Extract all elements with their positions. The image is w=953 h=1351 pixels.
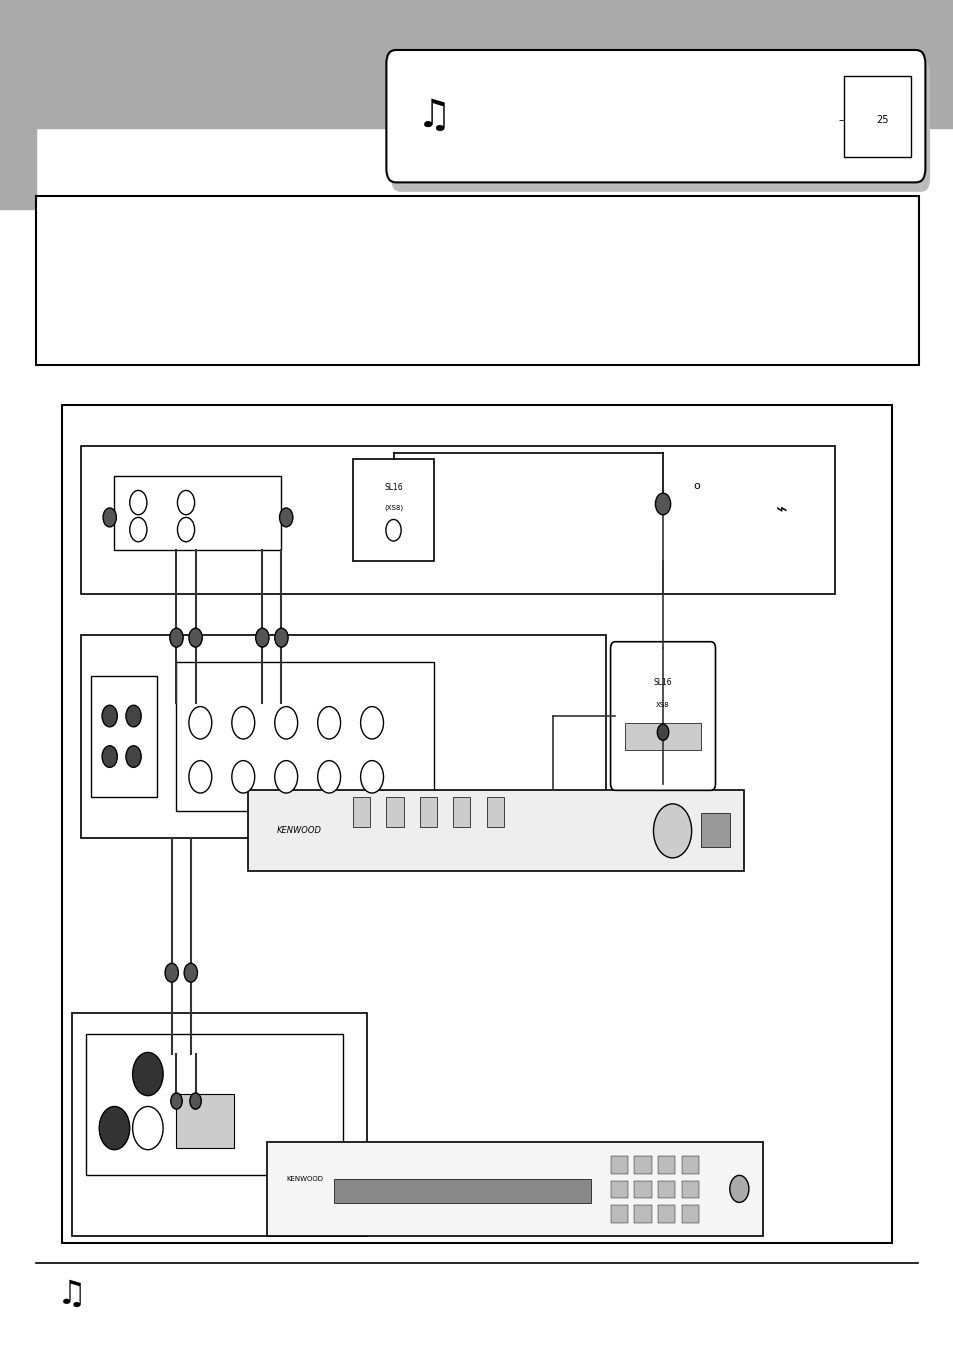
Bar bbox=[634, 1156, 651, 1174]
Bar bbox=[486, 797, 503, 827]
Circle shape bbox=[130, 517, 147, 542]
Bar bbox=[0, 88, 36, 209]
FancyBboxPatch shape bbox=[391, 59, 929, 192]
Circle shape bbox=[170, 628, 183, 647]
Bar bbox=[700, 813, 729, 847]
Text: ♫: ♫ bbox=[416, 97, 451, 135]
Bar bbox=[624, 723, 700, 750]
Text: KENWOOD: KENWOOD bbox=[276, 827, 321, 835]
Bar bbox=[386, 797, 403, 827]
FancyBboxPatch shape bbox=[610, 642, 715, 790]
Circle shape bbox=[729, 1175, 748, 1202]
Bar bbox=[0, 0, 953, 128]
Circle shape bbox=[184, 963, 197, 982]
Bar bbox=[681, 1181, 699, 1198]
Circle shape bbox=[653, 804, 691, 858]
Bar bbox=[86, 1034, 343, 1175]
Bar bbox=[658, 1205, 675, 1223]
Circle shape bbox=[655, 493, 670, 515]
Bar bbox=[453, 797, 470, 827]
Circle shape bbox=[126, 705, 141, 727]
Text: SL16: SL16 bbox=[653, 678, 672, 686]
Text: KENWOOD: KENWOOD bbox=[286, 1177, 323, 1182]
Circle shape bbox=[126, 746, 141, 767]
Circle shape bbox=[385, 520, 400, 542]
Bar bbox=[176, 1094, 233, 1148]
Bar bbox=[81, 446, 834, 594]
Circle shape bbox=[232, 761, 254, 793]
Circle shape bbox=[317, 707, 340, 739]
Bar bbox=[610, 1181, 627, 1198]
Circle shape bbox=[171, 1093, 182, 1109]
Bar bbox=[610, 1205, 627, 1223]
Bar bbox=[81, 635, 605, 838]
Bar bbox=[610, 1156, 627, 1174]
FancyBboxPatch shape bbox=[386, 50, 924, 182]
Circle shape bbox=[177, 517, 194, 542]
Circle shape bbox=[99, 1106, 130, 1150]
Circle shape bbox=[317, 761, 340, 793]
Circle shape bbox=[102, 705, 117, 727]
Circle shape bbox=[274, 761, 297, 793]
Circle shape bbox=[103, 508, 116, 527]
Circle shape bbox=[190, 1093, 201, 1109]
Circle shape bbox=[189, 707, 212, 739]
Circle shape bbox=[657, 724, 668, 740]
Bar bbox=[91, 676, 157, 797]
Circle shape bbox=[165, 963, 178, 982]
Text: SL16: SL16 bbox=[384, 484, 402, 492]
Bar bbox=[248, 790, 743, 871]
Bar bbox=[36, 196, 918, 365]
Text: (XS8): (XS8) bbox=[383, 505, 403, 511]
Bar bbox=[62, 405, 891, 1243]
Bar bbox=[353, 797, 370, 827]
Text: 25: 25 bbox=[875, 115, 888, 126]
Text: –: – bbox=[838, 115, 843, 126]
Bar bbox=[634, 1181, 651, 1198]
Bar bbox=[353, 459, 434, 561]
Circle shape bbox=[274, 628, 288, 647]
Text: ⌁: ⌁ bbox=[776, 500, 787, 519]
Bar bbox=[419, 797, 436, 827]
Circle shape bbox=[132, 1106, 163, 1150]
Bar bbox=[681, 1156, 699, 1174]
Circle shape bbox=[189, 761, 212, 793]
Circle shape bbox=[177, 490, 194, 515]
Bar bbox=[176, 662, 434, 811]
FancyBboxPatch shape bbox=[843, 76, 910, 157]
Circle shape bbox=[255, 628, 269, 647]
Bar bbox=[658, 1181, 675, 1198]
Circle shape bbox=[360, 707, 383, 739]
Bar bbox=[71, 1013, 367, 1236]
Bar bbox=[681, 1205, 699, 1223]
Circle shape bbox=[132, 1052, 163, 1096]
Circle shape bbox=[274, 707, 297, 739]
Circle shape bbox=[232, 707, 254, 739]
Bar bbox=[634, 1205, 651, 1223]
Circle shape bbox=[360, 761, 383, 793]
Circle shape bbox=[279, 508, 293, 527]
Text: XS8: XS8 bbox=[656, 703, 669, 708]
Circle shape bbox=[189, 628, 202, 647]
Bar bbox=[267, 1142, 762, 1236]
Circle shape bbox=[102, 746, 117, 767]
Bar bbox=[658, 1156, 675, 1174]
Bar bbox=[114, 476, 281, 550]
Text: ♫: ♫ bbox=[56, 1278, 87, 1310]
Bar bbox=[334, 1178, 591, 1202]
Text: ᴏ: ᴏ bbox=[692, 481, 700, 492]
Circle shape bbox=[130, 490, 147, 515]
